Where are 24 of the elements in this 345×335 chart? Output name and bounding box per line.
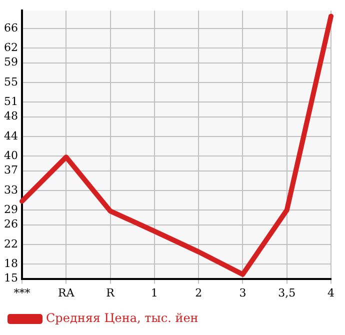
y-tick-label: 18 — [4, 256, 18, 270]
y-tick-label: 66 — [4, 21, 18, 34]
x-tick-label: RA — [58, 286, 76, 300]
y-tick-label: 26 — [4, 218, 18, 231]
y-tick-label: 33 — [4, 183, 18, 196]
y-tick-label: 44 — [4, 129, 18, 142]
y-tick-label: 59 — [4, 56, 18, 69]
y-tick-label: 29 — [4, 202, 18, 216]
y-tick-label: 37 — [4, 164, 18, 177]
y-tick-label: 40 — [4, 148, 18, 162]
y-tick-label: 62 — [4, 40, 18, 54]
y-tick-label: 15 — [4, 272, 18, 285]
x-tick-label: R — [106, 286, 116, 300]
y-tick-label: 51 — [4, 94, 18, 108]
x-tick-label: *** — [14, 286, 31, 300]
y-tick-label: 48 — [4, 110, 18, 123]
legend-label: Средняя Цена, тыс. йен — [46, 311, 198, 326]
y-tick-label: 55 — [4, 75, 18, 88]
y-tick-label: 22 — [4, 237, 18, 250]
x-tick-label: 3,5 — [278, 286, 296, 300]
x-tick-label: 4 — [328, 286, 334, 300]
x-tick-label: 3 — [239, 286, 246, 300]
x-tick-label: 1 — [150, 286, 158, 300]
x-tick-label: 2 — [195, 286, 202, 300]
